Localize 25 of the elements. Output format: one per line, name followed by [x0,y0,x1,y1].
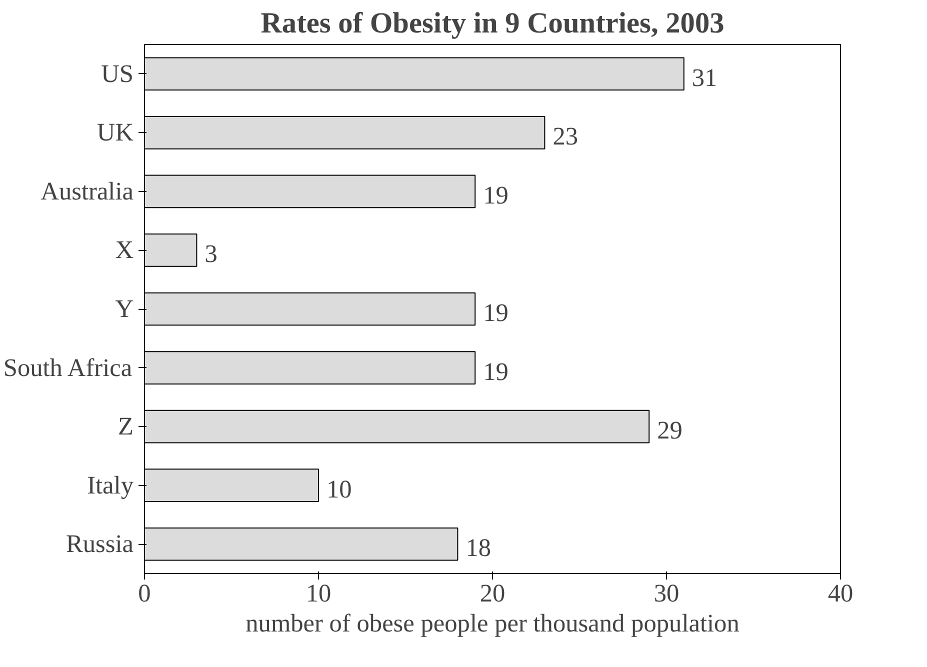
data-label: 31 [692,64,718,92]
y-tick-label: South Africa [3,354,132,382]
x-tick-label: 40 [828,580,854,608]
y-tick-label: Australia [40,177,134,206]
y-tick-label: UK [96,118,134,147]
y-tick-label: X [115,236,134,264]
y-tick-label: Y [115,295,134,323]
data-label: 19 [483,358,508,386]
data-label: 3 [204,240,218,268]
x-tick-label: 30 [654,580,680,608]
x-tick-label: 10 [306,580,332,608]
x-tick-label: 20 [480,580,506,608]
data-label: 10 [326,475,352,504]
data-label: 29 [657,416,682,445]
y-tick-label: US [101,60,134,88]
data-label: 18 [466,534,492,562]
chart-title: Rates of Obesity in 9 Countries, 2003 [260,8,724,40]
data-label: 19 [483,299,508,327]
y-tick-label: Italy [87,471,134,500]
x-axis-title: number of obese people per thousand population [246,610,740,638]
y-tick-label: Z [118,412,134,441]
x-tick-label: 0 [138,580,151,608]
data-label: 19 [483,181,508,210]
data-label: 23 [552,122,578,151]
y-tick-label: Russia [66,530,134,558]
